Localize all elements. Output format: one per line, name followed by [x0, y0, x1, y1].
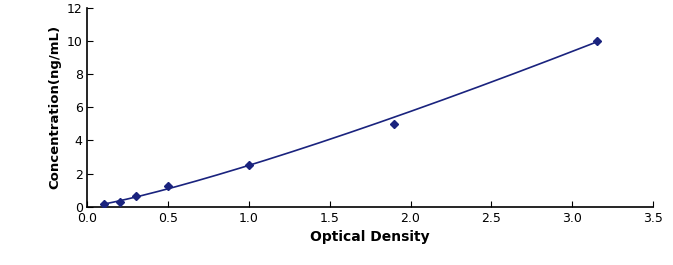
Y-axis label: Concentration(ng/mL): Concentration(ng/mL): [48, 25, 61, 189]
X-axis label: Optical Density: Optical Density: [310, 230, 430, 244]
